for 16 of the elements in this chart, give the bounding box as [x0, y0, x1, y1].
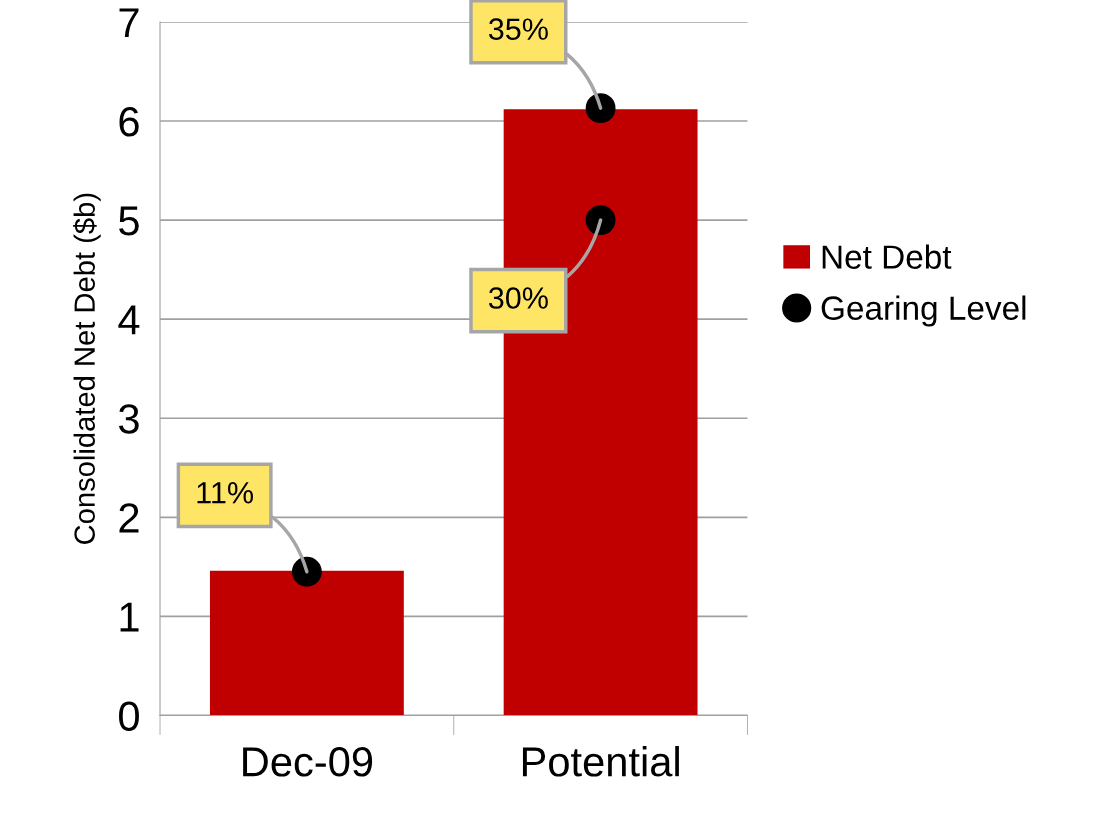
y-axis-title: Consolidated Net Debt ($b) — [73, 193, 101, 544]
x-tick-label: Dec-09 — [243, 747, 373, 777]
legend-label: Net Debt — [822, 244, 952, 269]
y-tick-label: 6 — [119, 107, 139, 137]
annotation: 30% — [488, 287, 548, 309]
y-tick-label: 2 — [119, 503, 139, 533]
y-tick-label: 7 — [119, 8, 139, 38]
x-tick-label: Potential — [522, 746, 679, 777]
y-tick-label: 1 — [120, 602, 139, 632]
annotation: 35% — [488, 18, 548, 40]
y-tick-label: 5 — [119, 206, 139, 236]
legend-label: Gearing Level — [821, 295, 1026, 327]
y-tick-label: 3 — [118, 404, 139, 434]
annotation: 11% — [197, 482, 253, 504]
y-tick-label: 0 — [119, 701, 139, 731]
y-tick-label: 4 — [118, 305, 140, 335]
